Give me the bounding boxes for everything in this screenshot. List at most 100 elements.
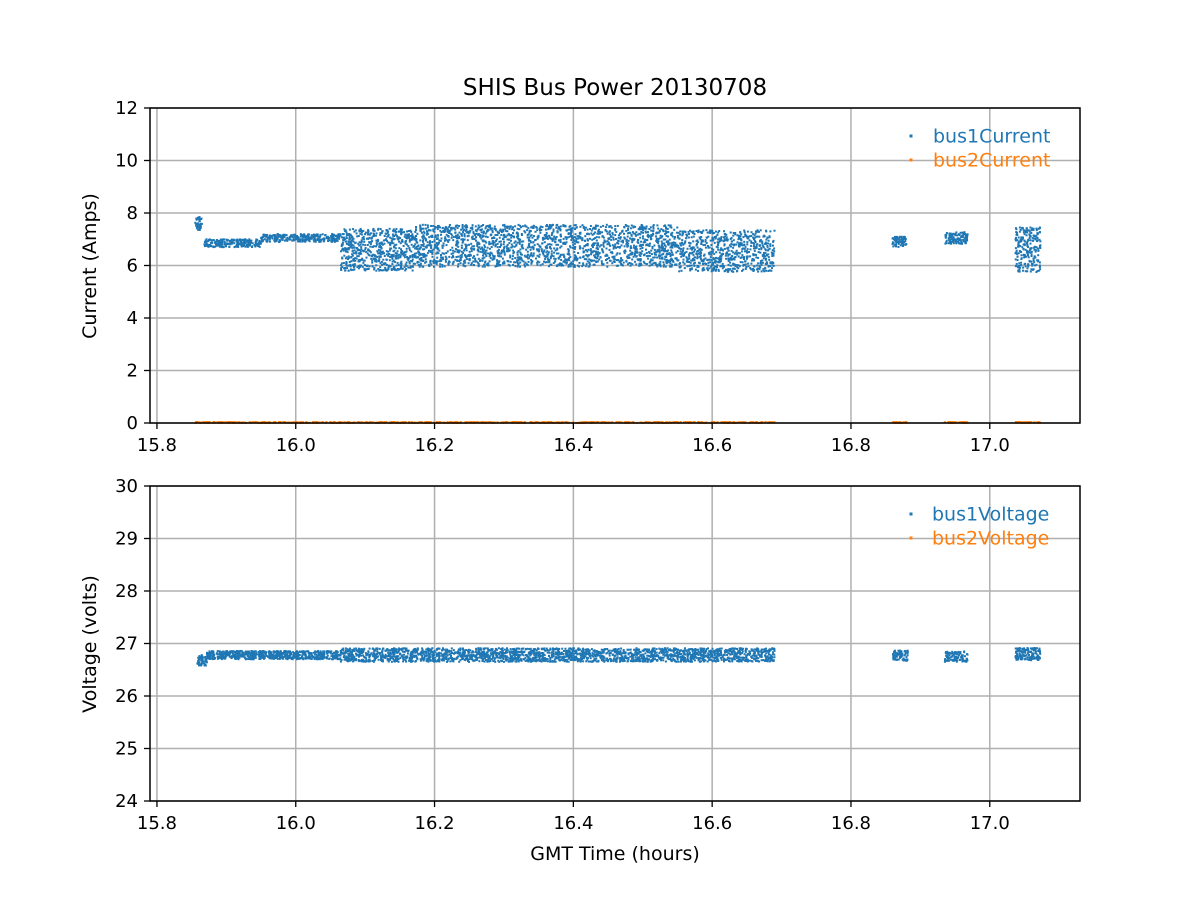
point-bus1current	[1033, 237, 1036, 240]
point-bus1current	[463, 259, 466, 262]
point-bus1current	[373, 266, 376, 269]
point-bus1current	[631, 237, 634, 240]
point-bus1current	[478, 243, 481, 246]
point-bus1current	[357, 235, 360, 237]
point-bus1current	[676, 226, 679, 229]
point-bus1current	[554, 240, 557, 243]
point-bus2current	[208, 421, 210, 424]
point-bus1current	[255, 240, 258, 242]
point-bus1current	[372, 232, 375, 235]
point-bus1current	[527, 257, 530, 260]
point-bus1current	[1039, 246, 1042, 249]
point-bus1current	[693, 264, 696, 267]
point-bus2current	[520, 421, 523, 424]
point-bus1current	[431, 234, 434, 237]
point-bus1current	[629, 231, 632, 234]
point-bus2current	[592, 421, 595, 423]
point-bus1current	[454, 234, 457, 237]
point-bus1current	[389, 244, 392, 247]
point-bus1current	[650, 229, 653, 232]
point-bus1current	[701, 240, 704, 243]
point-bus1current	[1028, 230, 1031, 233]
point-bus1current	[611, 262, 614, 265]
point-bus1current	[725, 252, 728, 254]
point-bus1current	[377, 268, 380, 270]
point-bus1current	[631, 239, 634, 242]
point-bus1current	[468, 231, 471, 234]
point-bus1current	[767, 249, 770, 252]
point-bus1current	[733, 252, 736, 255]
point-bus1current	[564, 258, 567, 261]
point-bus1current	[752, 253, 755, 256]
point-bus1current	[439, 226, 441, 229]
point-bus1current	[724, 269, 727, 272]
point-bus1current	[280, 238, 283, 241]
point-bus1current	[652, 229, 655, 232]
point-bus1current	[244, 239, 247, 242]
point-bus1current	[388, 265, 391, 268]
point-bus1current	[692, 258, 695, 261]
point-bus1current	[393, 245, 395, 248]
point-bus1current	[727, 253, 730, 256]
point-bus1current	[376, 250, 379, 253]
point-bus1current	[510, 243, 513, 246]
point-bus1current	[507, 250, 510, 253]
point-bus1current	[963, 231, 966, 234]
point-bus1current	[489, 242, 492, 245]
point-bus1current	[730, 240, 733, 243]
point-bus1current	[704, 246, 707, 249]
point-bus1current	[608, 243, 611, 246]
point-bus1current	[530, 234, 533, 237]
point-bus1current	[468, 258, 471, 261]
point-bus1current	[354, 241, 357, 244]
point-bus1current	[578, 232, 581, 235]
point-bus1current	[634, 225, 637, 228]
point-bus1current	[203, 243, 206, 246]
point-bus1current	[538, 253, 541, 256]
point-bus1current	[729, 268, 731, 271]
point-bus1current	[688, 245, 691, 247]
point-bus1current	[488, 224, 491, 227]
point-bus1current	[772, 252, 775, 255]
point-bus1current	[583, 258, 586, 261]
point-bus1current	[610, 235, 613, 238]
point-bus1current	[1037, 227, 1040, 230]
point-bus1current	[753, 242, 756, 245]
point-bus1current	[715, 245, 718, 248]
point-bus1current	[503, 236, 506, 238]
point-bus1current	[223, 241, 226, 243]
point-bus1current	[495, 243, 497, 246]
point-bus1current	[598, 245, 601, 248]
point-bus1current	[360, 231, 363, 234]
point-bus1current	[257, 245, 260, 248]
point-bus1current	[533, 224, 535, 227]
point-bus1current	[712, 232, 715, 234]
point-bus1current	[762, 268, 765, 271]
point-bus1current	[733, 258, 736, 261]
point-bus1current	[755, 230, 757, 233]
point-bus1current	[460, 233, 463, 235]
point-bus2current	[248, 421, 251, 424]
point-bus1current	[404, 253, 407, 256]
point-bus1current	[761, 255, 764, 258]
point-bus1current	[679, 242, 682, 245]
point-bus1current	[433, 240, 436, 243]
point-bus1current	[1039, 240, 1042, 243]
point-bus1current	[702, 267, 705, 269]
point-bus1current	[398, 240, 401, 243]
point-bus1current	[568, 235, 571, 238]
point-bus1current	[945, 241, 948, 244]
point-bus1current	[321, 238, 323, 241]
point-bus1current	[549, 246, 552, 249]
point-bus1current	[431, 235, 433, 238]
point-bus1current	[499, 240, 502, 243]
point-bus1current	[291, 235, 294, 238]
point-bus1current	[401, 239, 404, 241]
point-bus1current	[1021, 246, 1024, 249]
point-bus1current	[384, 267, 387, 270]
point-bus1current	[901, 240, 904, 243]
point-bus1current	[482, 235, 485, 238]
point-bus1current	[322, 238, 325, 240]
point-bus1current	[612, 247, 615, 250]
point-bus1current	[765, 257, 767, 260]
